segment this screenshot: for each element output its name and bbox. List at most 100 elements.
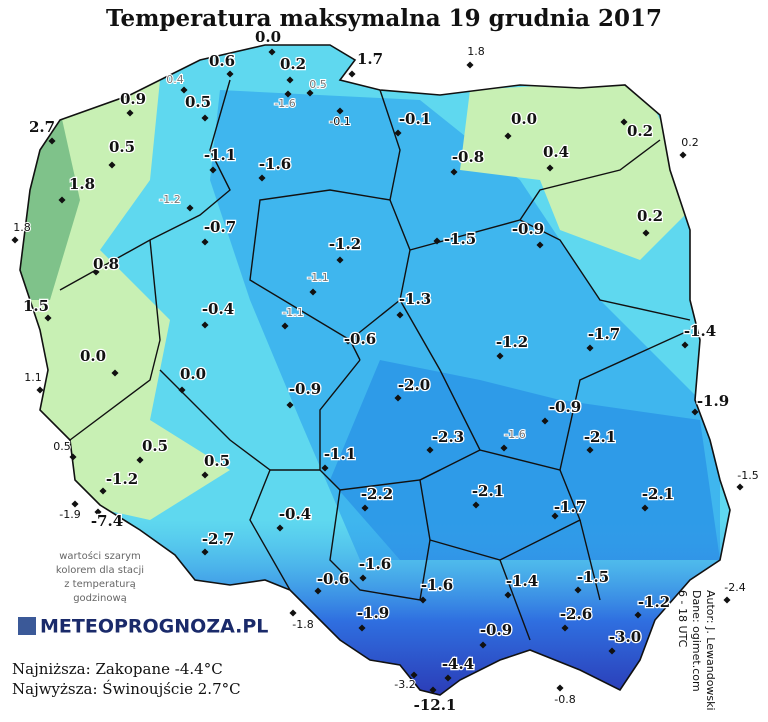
- station-value: -3.2: [394, 678, 415, 691]
- station-value: 0.5: [309, 78, 327, 91]
- station-dot: [201, 548, 209, 556]
- note-line: wartości szarym: [59, 550, 140, 562]
- credit-line: Dane: ogimet.com: [690, 590, 703, 692]
- station-value: -0.9: [289, 380, 321, 398]
- station-value: 0.6: [209, 52, 235, 70]
- station-value: 0.0: [80, 347, 106, 365]
- station-dot: [681, 341, 689, 349]
- station-dot: [551, 512, 559, 520]
- station-value: 0.5: [185, 93, 211, 111]
- station-dot: [306, 89, 314, 97]
- station-value: 1.8: [69, 175, 95, 193]
- station-dot: [586, 344, 594, 352]
- station-dot: [736, 483, 744, 491]
- station-dot: [71, 500, 79, 508]
- station-dot: [309, 288, 317, 296]
- station-value: -1.2: [329, 235, 361, 253]
- station-dot: [226, 70, 234, 78]
- station-dot: [314, 587, 322, 595]
- station-value: 1.8: [13, 221, 31, 234]
- station-value: 2.7: [29, 118, 55, 136]
- station-dot: [186, 204, 194, 212]
- station-value: -0.4: [202, 300, 234, 318]
- station-dot: [394, 129, 402, 137]
- station-value: -1.4: [506, 572, 538, 590]
- station-dot: [348, 70, 356, 78]
- station-dot: [178, 386, 186, 394]
- station-value: -3.0: [609, 628, 641, 646]
- station-dot: [536, 241, 544, 249]
- station-value: 0.5: [142, 437, 168, 455]
- station-dot: [361, 504, 369, 512]
- note-line: z temperaturą: [64, 579, 135, 590]
- station-dot: [556, 684, 564, 692]
- station-value: 1.5: [23, 297, 49, 315]
- station-value: -0.9: [480, 621, 512, 639]
- station-value: -1.1: [324, 445, 356, 463]
- station-value: -1.7: [588, 325, 620, 343]
- station-dot: [44, 314, 52, 322]
- station-dot: [634, 611, 642, 619]
- station-value: -2.4: [724, 581, 745, 594]
- station-value: -1.8: [292, 618, 313, 631]
- station-value: -1.3: [399, 290, 431, 308]
- credit-line: 6 - 18 UTC: [676, 590, 689, 648]
- station-dot: [336, 256, 344, 264]
- station-dot: [586, 446, 594, 454]
- station-value: -1.1: [204, 146, 236, 164]
- station-dot: [281, 322, 289, 330]
- station-value: -1.5: [444, 230, 476, 248]
- station-value: -0.1: [399, 110, 431, 128]
- station-value: 0.5: [53, 440, 71, 453]
- station-value: 1.8: [467, 45, 485, 58]
- station-value: -2.1: [472, 482, 504, 500]
- station-value: -12.1: [414, 696, 457, 714]
- station-dot: [450, 168, 458, 176]
- station-value: -0.6: [317, 570, 349, 588]
- title: Temperatura maksymalna 19 grudnia 2017: [106, 5, 662, 32]
- station-dot: [433, 237, 441, 245]
- station-dot: [69, 453, 77, 461]
- station-dot: [94, 508, 102, 516]
- station-value: 0.5: [204, 452, 230, 470]
- station-dot: [691, 408, 699, 416]
- station-value: 0.2: [280, 55, 306, 73]
- station-dot: [136, 456, 144, 464]
- station-value: -1.1: [307, 271, 328, 284]
- station-dot: [99, 487, 107, 495]
- station-value: 0.0: [511, 110, 537, 128]
- station-value: 0.5: [109, 138, 135, 156]
- station-value: -1.1: [282, 306, 303, 319]
- station-dot: [444, 674, 452, 682]
- note-line: kolorem dla stacji: [56, 565, 144, 576]
- station-dot: [504, 132, 512, 140]
- station-dot: [358, 624, 366, 632]
- station-value: -7.4: [91, 512, 123, 530]
- station-value: -1.2: [159, 193, 180, 206]
- logo: METEOPROGNOZA.PL: [40, 616, 268, 638]
- station-dot: [608, 647, 616, 655]
- station-dot: [126, 109, 134, 117]
- station-dot: [426, 446, 434, 454]
- station-dot: [289, 609, 297, 617]
- station-value: -1.6: [359, 555, 391, 573]
- station-value: -2.1: [642, 485, 674, 503]
- station-value: -2.2: [361, 485, 393, 503]
- station-dot: [108, 161, 116, 169]
- station-dot: [396, 311, 404, 319]
- station-dot: [472, 501, 480, 509]
- station-value: -1.6: [504, 428, 525, 441]
- station-dot: [641, 504, 649, 512]
- station-value: -1.5: [737, 469, 758, 482]
- station-value: 0.4: [166, 73, 184, 86]
- station-value: -1.9: [697, 392, 729, 410]
- station-value: -2.7: [202, 530, 234, 548]
- station-dot: [286, 76, 294, 84]
- station-dot: [58, 196, 66, 204]
- station-dot: [394, 394, 402, 402]
- station-value: -2.1: [584, 428, 616, 446]
- station-dot: [201, 114, 209, 122]
- summary-line: Najniższa: Zakopane -4.4°C: [12, 660, 223, 678]
